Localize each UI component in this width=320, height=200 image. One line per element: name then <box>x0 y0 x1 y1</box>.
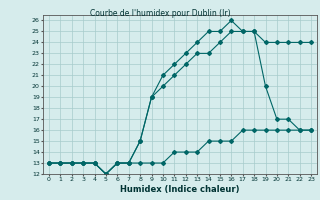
Text: Courbe de l'humidex pour Dublin (Ir): Courbe de l'humidex pour Dublin (Ir) <box>90 9 230 18</box>
Text: Humidex (Indice chaleur): Humidex (Indice chaleur) <box>120 185 240 194</box>
